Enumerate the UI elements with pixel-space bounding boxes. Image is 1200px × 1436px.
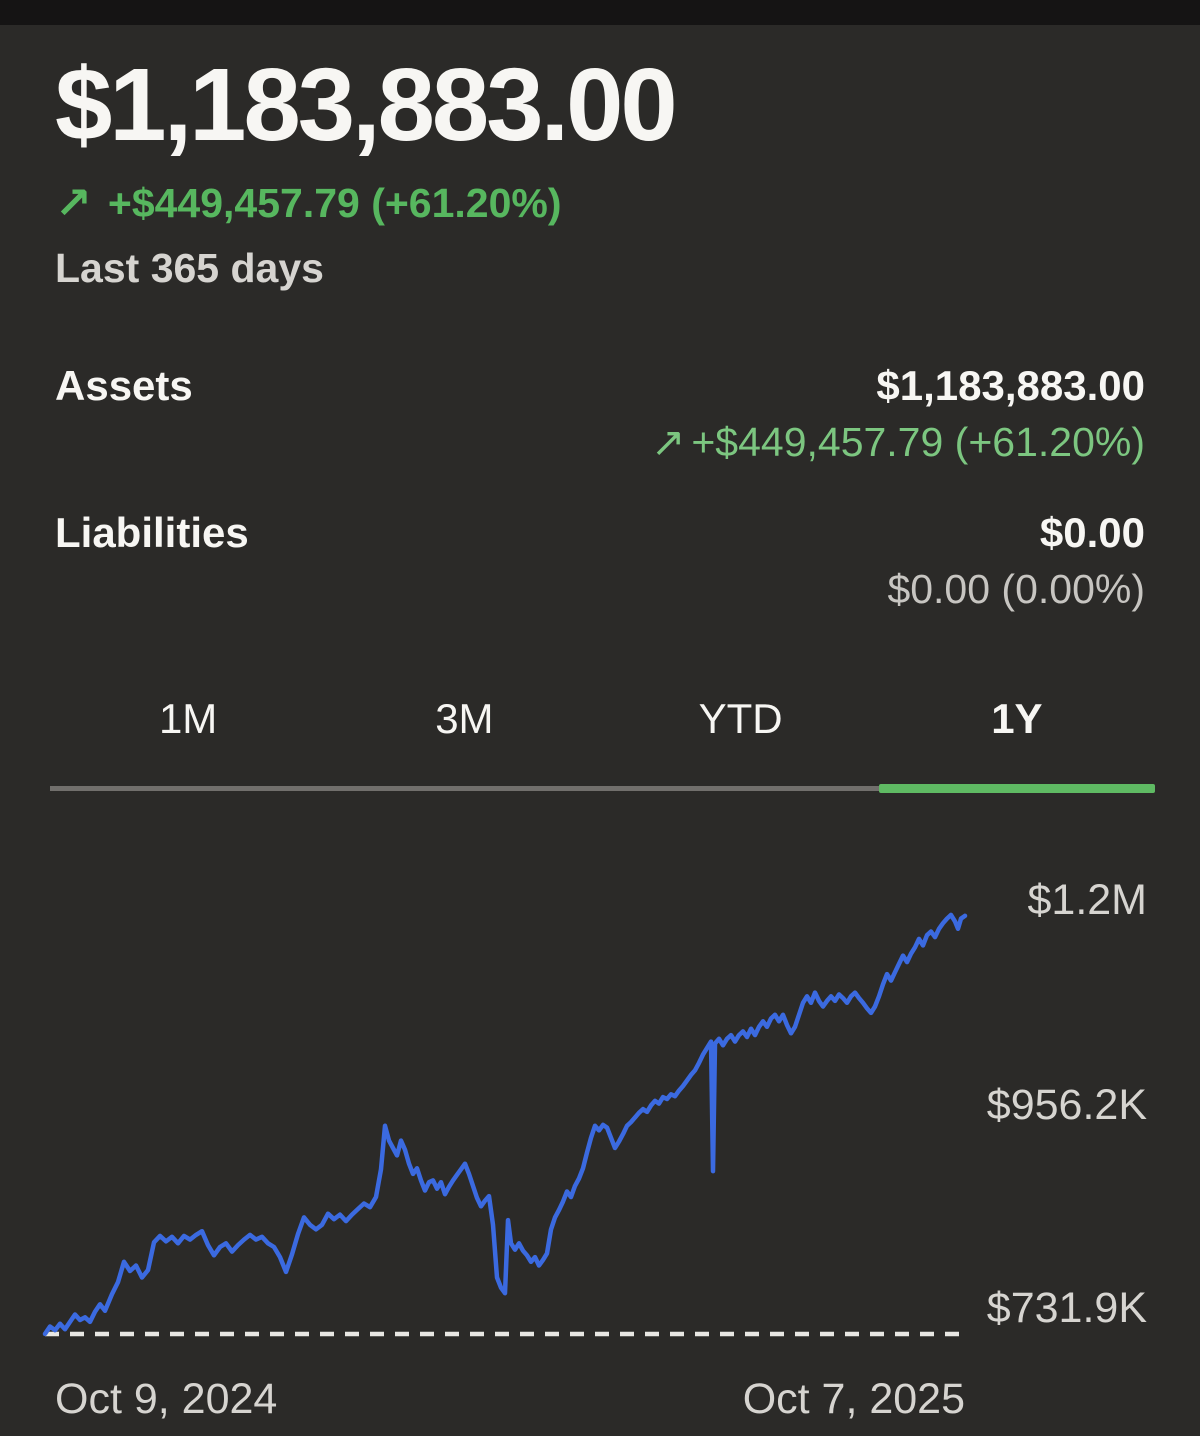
period-label: Last 365 days bbox=[55, 245, 324, 291]
y-axis-label-mid: $956.2K bbox=[986, 1081, 1147, 1130]
status-bar bbox=[0, 0, 1200, 25]
liabilities-label: Liabilities bbox=[55, 509, 249, 557]
tab-underline-active-indicator bbox=[878, 784, 1155, 794]
net-worth-chart[interactable]: $1.2M $956.2K $731.9K bbox=[0, 821, 1200, 1361]
assets-value: $1,183,883.00 bbox=[876, 362, 1145, 409]
y-axis-label-low: $731.9K bbox=[986, 1284, 1147, 1333]
trend-up-icon: ↗ bbox=[650, 419, 686, 465]
net-worth-change: +$449,457.79 (+61.20%) bbox=[107, 180, 562, 226]
y-axis-label-high: $1.2M bbox=[1027, 876, 1147, 925]
tab-ytd[interactable]: YTD bbox=[698, 695, 783, 743]
net-worth-total: $1,183,883.00 bbox=[55, 47, 678, 162]
net-worth-chart-svg[interactable] bbox=[0, 821, 1200, 1361]
liabilities-value: $0.00 bbox=[1039, 509, 1145, 557]
x-axis-date-labels: Oct 9, 2024 Oct 7, 2025 bbox=[55, 1375, 965, 1424]
tab-3m[interactable]: 3M bbox=[435, 695, 494, 743]
assets-row: Assets $1,183,883.00 bbox=[55, 362, 1145, 410]
net-worth-line-series bbox=[42, 913, 968, 1337]
liabilities-change: $0.00 (0.00%) bbox=[887, 566, 1145, 613]
assets-label: Assets bbox=[55, 362, 193, 409]
assets-change: ↗ +$449,457.79 (+61.20%) bbox=[55, 419, 1145, 465]
liabilities-row: Liabilities $0.00 bbox=[55, 509, 1145, 557]
tab-underline bbox=[50, 784, 1155, 794]
time-range-tabs: 1M 3M YTD 1Y bbox=[50, 695, 1155, 743]
trend-up-icon: ↗ bbox=[55, 178, 92, 228]
tab-underline-track bbox=[50, 786, 1155, 792]
net-worth-change-row: ↗ +$449,457.79 (+61.20%) bbox=[55, 180, 1145, 227]
x-axis-start-date: Oct 9, 2024 bbox=[55, 1375, 278, 1424]
tab-1y[interactable]: 1Y bbox=[991, 695, 1043, 743]
tab-1m[interactable]: 1M bbox=[158, 695, 218, 743]
assets-change-text: +$449,457.79 (+61.20%) bbox=[691, 419, 1145, 465]
x-axis-end-date: Oct 7, 2025 bbox=[742, 1375, 965, 1424]
